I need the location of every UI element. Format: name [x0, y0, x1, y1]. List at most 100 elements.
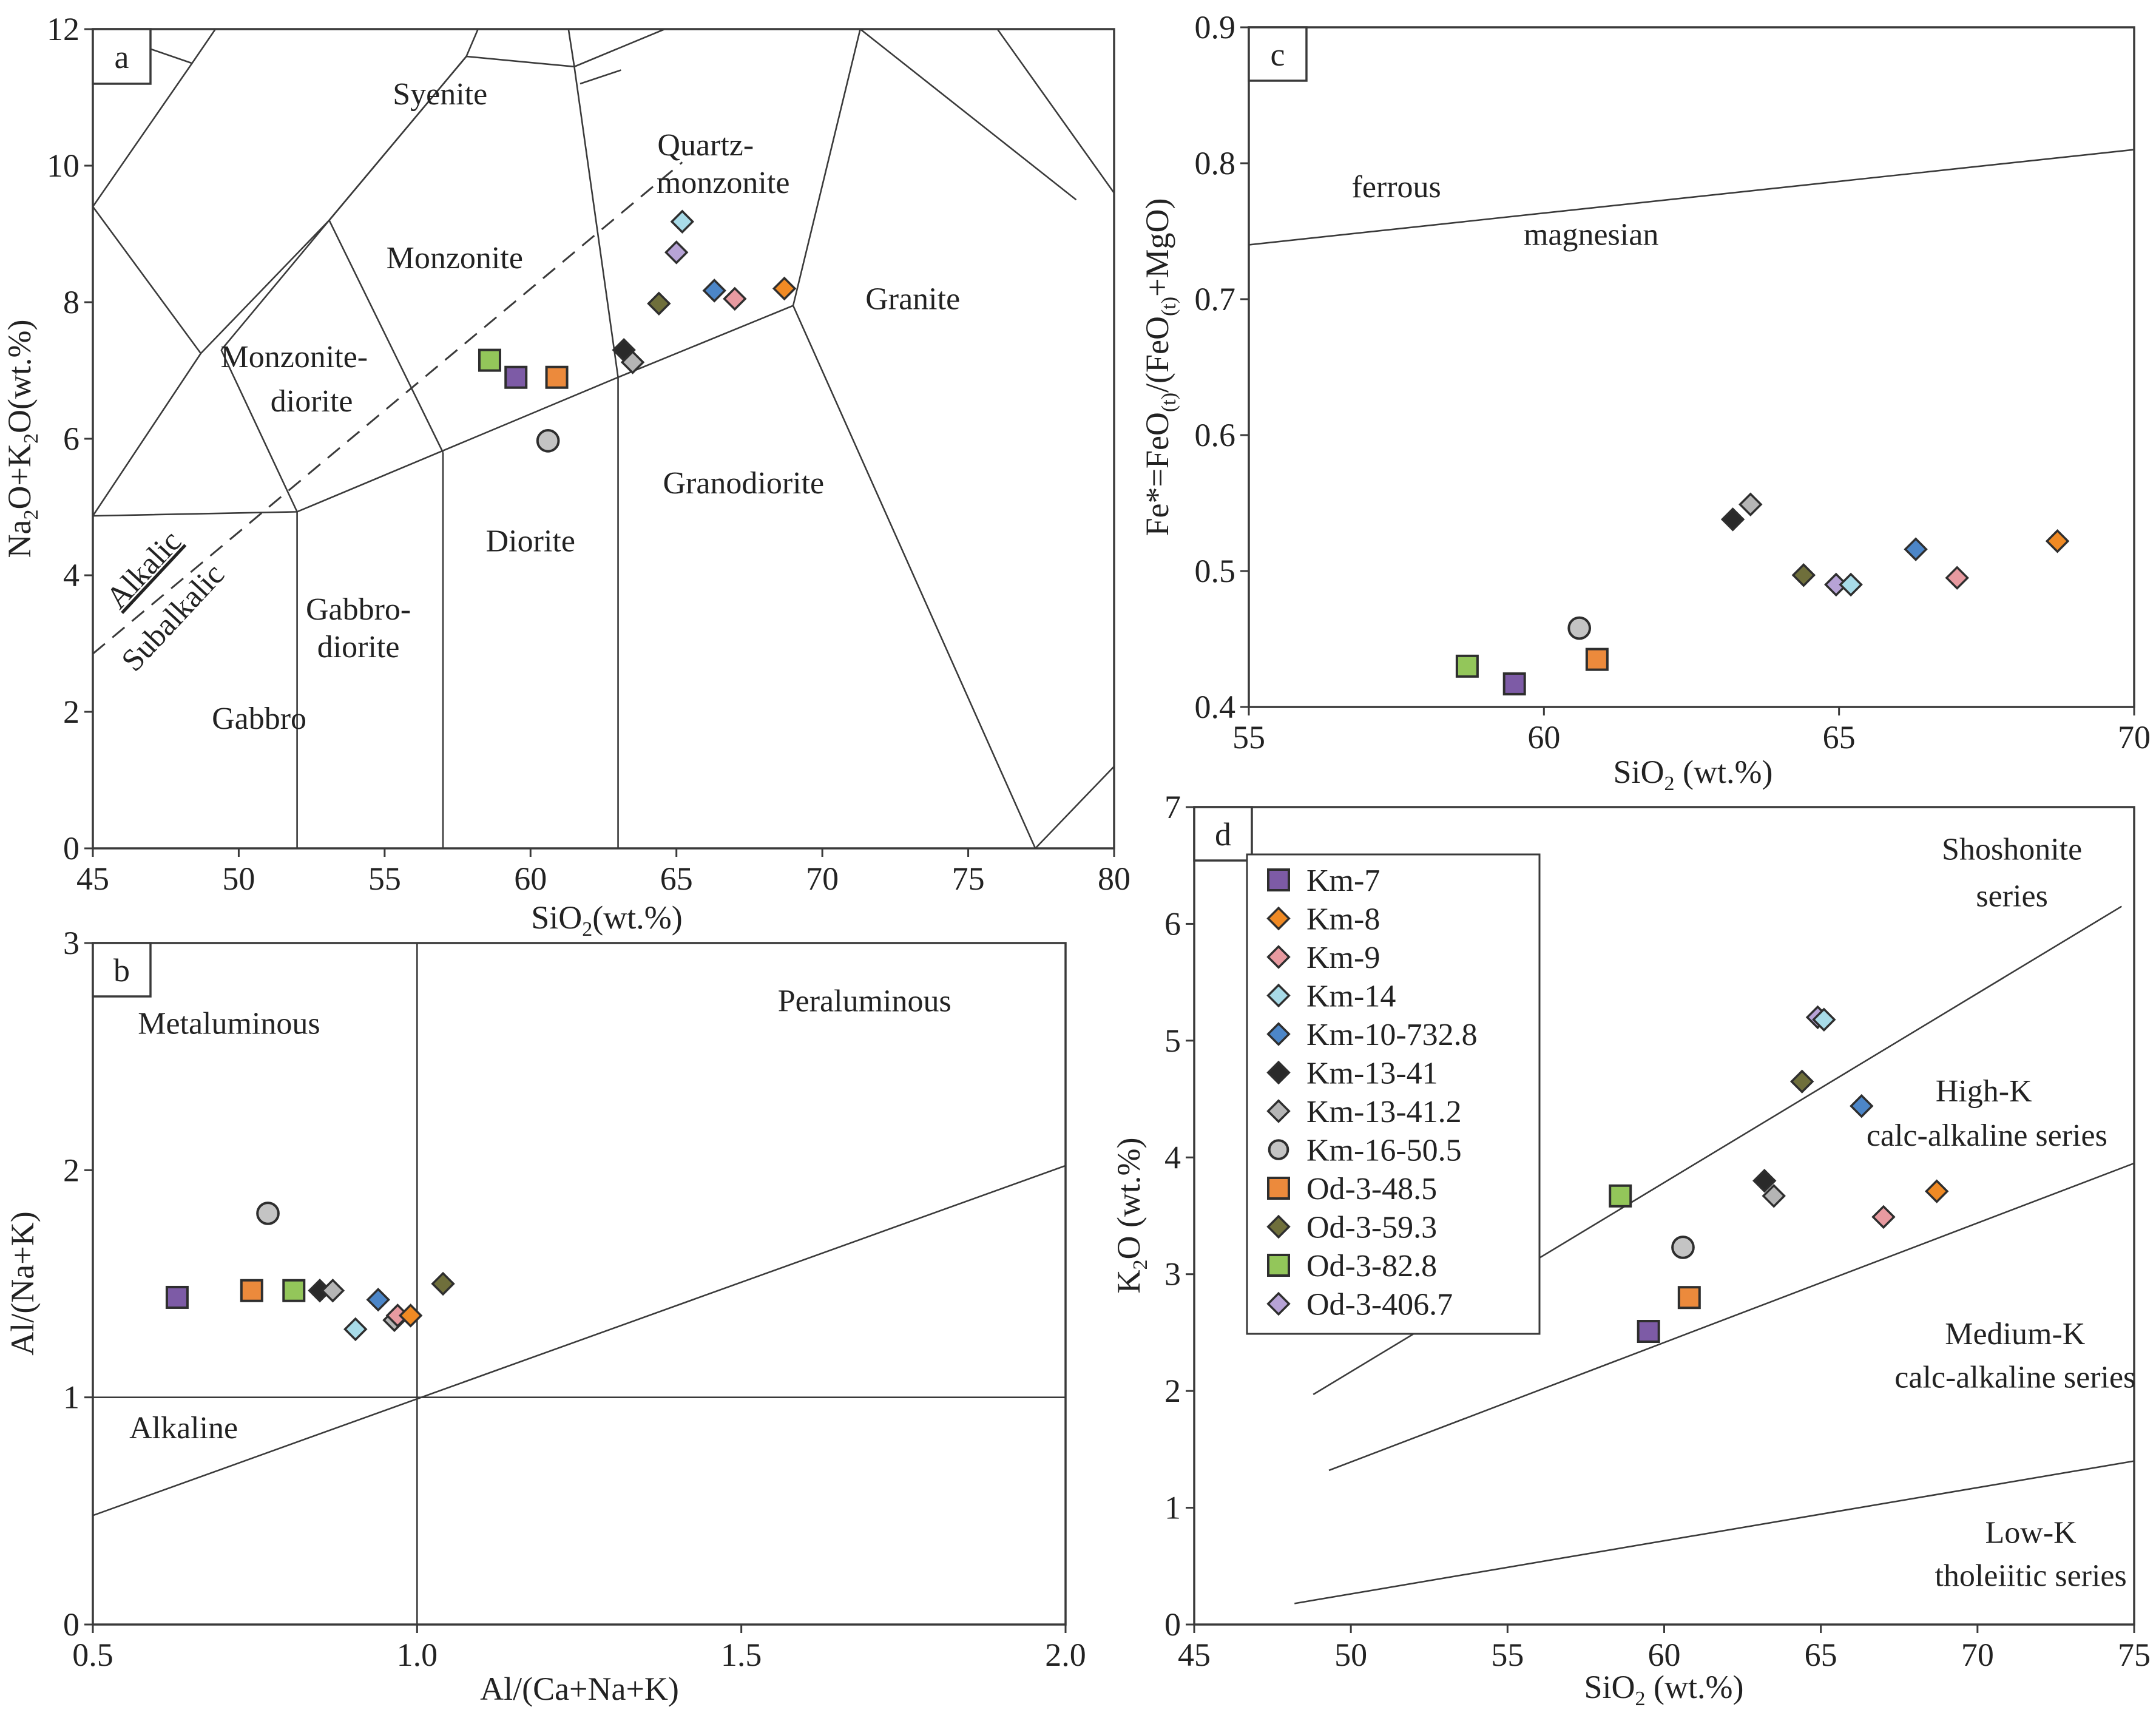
panel-a-x-tick-label: 55	[368, 860, 401, 897]
legend-marker-od-3-406-7	[1266, 1291, 1291, 1316]
panel-c-y-tick-label: 0.7	[1195, 281, 1236, 317]
panel-a-y-tick-label: 8	[63, 284, 79, 320]
panel-a-boundary-line	[792, 29, 861, 306]
panel-d-y-tick-label: 1	[1164, 1490, 1181, 1526]
legend-label-od-3-48-5: Od-3-48.5	[1306, 1172, 1437, 1206]
panel-d-y-tick-label: 5	[1164, 1023, 1181, 1059]
panel-b-point-od-3-59-3	[431, 1271, 455, 1296]
panel-d-region-label: calc-alkaline series	[1894, 1360, 2135, 1395]
panel-b-point-km-7	[165, 1285, 189, 1309]
panel-a-x-tick-label: 75	[952, 860, 985, 897]
legend-marker-km-7	[1267, 868, 1290, 891]
panel-d-point-od-3-48-5	[1677, 1286, 1701, 1310]
panel-a-point-km-7	[504, 365, 528, 389]
legend-label-km-14: Km-14	[1306, 979, 1396, 1014]
panel-a-boundary-line	[328, 55, 619, 377]
panel-c-letter-box	[1248, 26, 1308, 82]
panel-c-point-od-3-48-5	[1585, 647, 1609, 671]
panel-b-frame	[92, 942, 1067, 1626]
panel-c-y-tick-label: 0.8	[1195, 145, 1236, 181]
panel-d-point-km-7	[1637, 1320, 1660, 1344]
panel-a-boundary-line	[1035, 766, 1114, 848]
panel-d-region-label: Medium-K	[1945, 1317, 2086, 1351]
panel-d-y-tick-label: 6	[1164, 905, 1181, 942]
panel-a-boundary-line	[93, 206, 201, 354]
panel-a-boundary-line	[465, 29, 479, 57]
panel-a-y-tick-label: 10	[47, 147, 79, 184]
legend-box	[1246, 853, 1541, 1335]
panel-b-y-tick-label: 3	[63, 925, 79, 961]
panel-a-boundary-line	[220, 220, 330, 351]
panel-c-letter: c	[1271, 36, 1285, 73]
panel-c-data-points	[1455, 492, 2070, 695]
panel-c-x-axis-label: SiO2 (wt.%)	[1614, 754, 1773, 795]
legend-label-km-9: Km-9	[1306, 941, 1380, 975]
panel-a-region-label: Gabbro-	[306, 592, 411, 627]
panel-c-boundary-line	[1249, 149, 2134, 246]
panel-d-point-km-13-41	[1752, 1169, 1777, 1193]
panel-c-point-km-8	[2045, 529, 2070, 553]
panel-a-point-km-10-732-8	[702, 279, 726, 303]
panel-c-point-od-3-82-8	[1455, 654, 1479, 678]
panel-d-point-km-13-41-2	[1762, 1184, 1786, 1208]
panel-c-y-tick-label: 0.6	[1195, 417, 1236, 453]
panel-a-data-points	[478, 209, 797, 453]
panel-a-region-label: Quartz-	[657, 128, 754, 163]
panel-d-point-km-10-732-8	[1850, 1094, 1874, 1118]
panel-a-boundary-line	[580, 69, 621, 85]
panel-c-x-tick-label: 60	[1527, 719, 1560, 756]
panel-b-boundary-line	[93, 1165, 1066, 1516]
panel-d-region-label: Shoshonite	[1942, 833, 2082, 867]
legend-marker-km-16-50-5	[1268, 1139, 1289, 1160]
panel-a-region-label: monzonite	[657, 166, 790, 200]
panel-d-point-km-16-50-5	[1671, 1236, 1695, 1259]
sample-legend: Km-7 Km-8 Km-9 Km-14 Km-10-732.8 Km-13-41 Km-1…	[1246, 853, 1541, 1335]
panel-c-point-km-7	[1502, 672, 1526, 695]
legend-label-od-3-82-8: Od-3-82.8	[1306, 1249, 1437, 1283]
panel-d-x-tick-label: 75	[2118, 1637, 2151, 1673]
panel-c-y-axis-label: Fe*=FeO(t)/(FeO(t)+MgO)	[1139, 198, 1180, 536]
panel-a-point-km-8	[772, 276, 797, 301]
panel-d-region-label: High-K	[1936, 1074, 2032, 1109]
panel-b-region-label: Alkaline	[129, 1411, 238, 1445]
legend-marker-km-9	[1266, 945, 1291, 969]
panel-d-region-label: series	[1976, 879, 2047, 914]
panel-c-point-km-13-41	[1720, 507, 1745, 532]
legend-marker-od-3-48-5	[1267, 1177, 1290, 1200]
panel-d-point-od-3-59-3	[1789, 1069, 1814, 1094]
panel-c-frame	[1248, 26, 2135, 708]
panel-a-y-tick-label: 2	[63, 694, 79, 730]
legend-marker-km-13-41	[1266, 1060, 1291, 1085]
panel-a-x-tick-label: 80	[1098, 860, 1130, 897]
panel-d-point-km-8	[1924, 1179, 1949, 1203]
panel-a-x-tick-label: 50	[222, 860, 255, 897]
panel-d-y-axis-label: K2O (wt.%)	[1110, 1138, 1152, 1294]
panel-d-y-tick-label: 3	[1164, 1256, 1181, 1293]
panel-a-y-tick-label: 6	[63, 421, 79, 457]
legend-label-km-13-41: Km-13-41	[1306, 1057, 1438, 1091]
panel-b-y-tick-label: 0	[63, 1606, 79, 1643]
panel-c-x-tick-label: 70	[2118, 719, 2151, 756]
panel-a-boundary-line	[996, 29, 1114, 194]
panel-b-field-boundaries	[93, 943, 1066, 1625]
panel-b-y-tick-label: 1	[63, 1379, 79, 1416]
panel-d-y-tick-label: 2	[1164, 1373, 1181, 1409]
panel-a-region-label: Granite	[865, 282, 960, 316]
panel-b-point-od-3-48-5	[240, 1279, 263, 1302]
panel-b-aluminosity-diagram: 0.5 1.0 1.5 2.0 0 1 2 3 Al/(Ca+Na+K) Al/(Na+K) Met…	[4, 925, 1086, 1707]
panel-d-x-tick-label: 55	[1491, 1637, 1524, 1673]
panel-c-point-km-14	[1839, 572, 1863, 597]
panel-a-field-boundaries	[93, 29, 1114, 848]
panel-b-point-od-3-82-8	[282, 1279, 306, 1302]
panel-a-point-km-13-41-2	[620, 350, 645, 374]
legend-label-od-3-406-7: Od-3-406.7	[1306, 1288, 1453, 1322]
panel-b-x-tick-label: 2.0	[1045, 1637, 1086, 1673]
panel-d-region-label: Low-K	[1985, 1515, 2077, 1550]
panel-a-region-label: Syenite	[393, 77, 487, 112]
panel-b-point-km-13-41-2	[320, 1279, 345, 1303]
panel-b-region-label: Peraluminous	[778, 984, 951, 1018]
panel-c-point-od-3-59-3	[1791, 563, 1816, 587]
panel-d-boundary-line	[1328, 1162, 2134, 1472]
